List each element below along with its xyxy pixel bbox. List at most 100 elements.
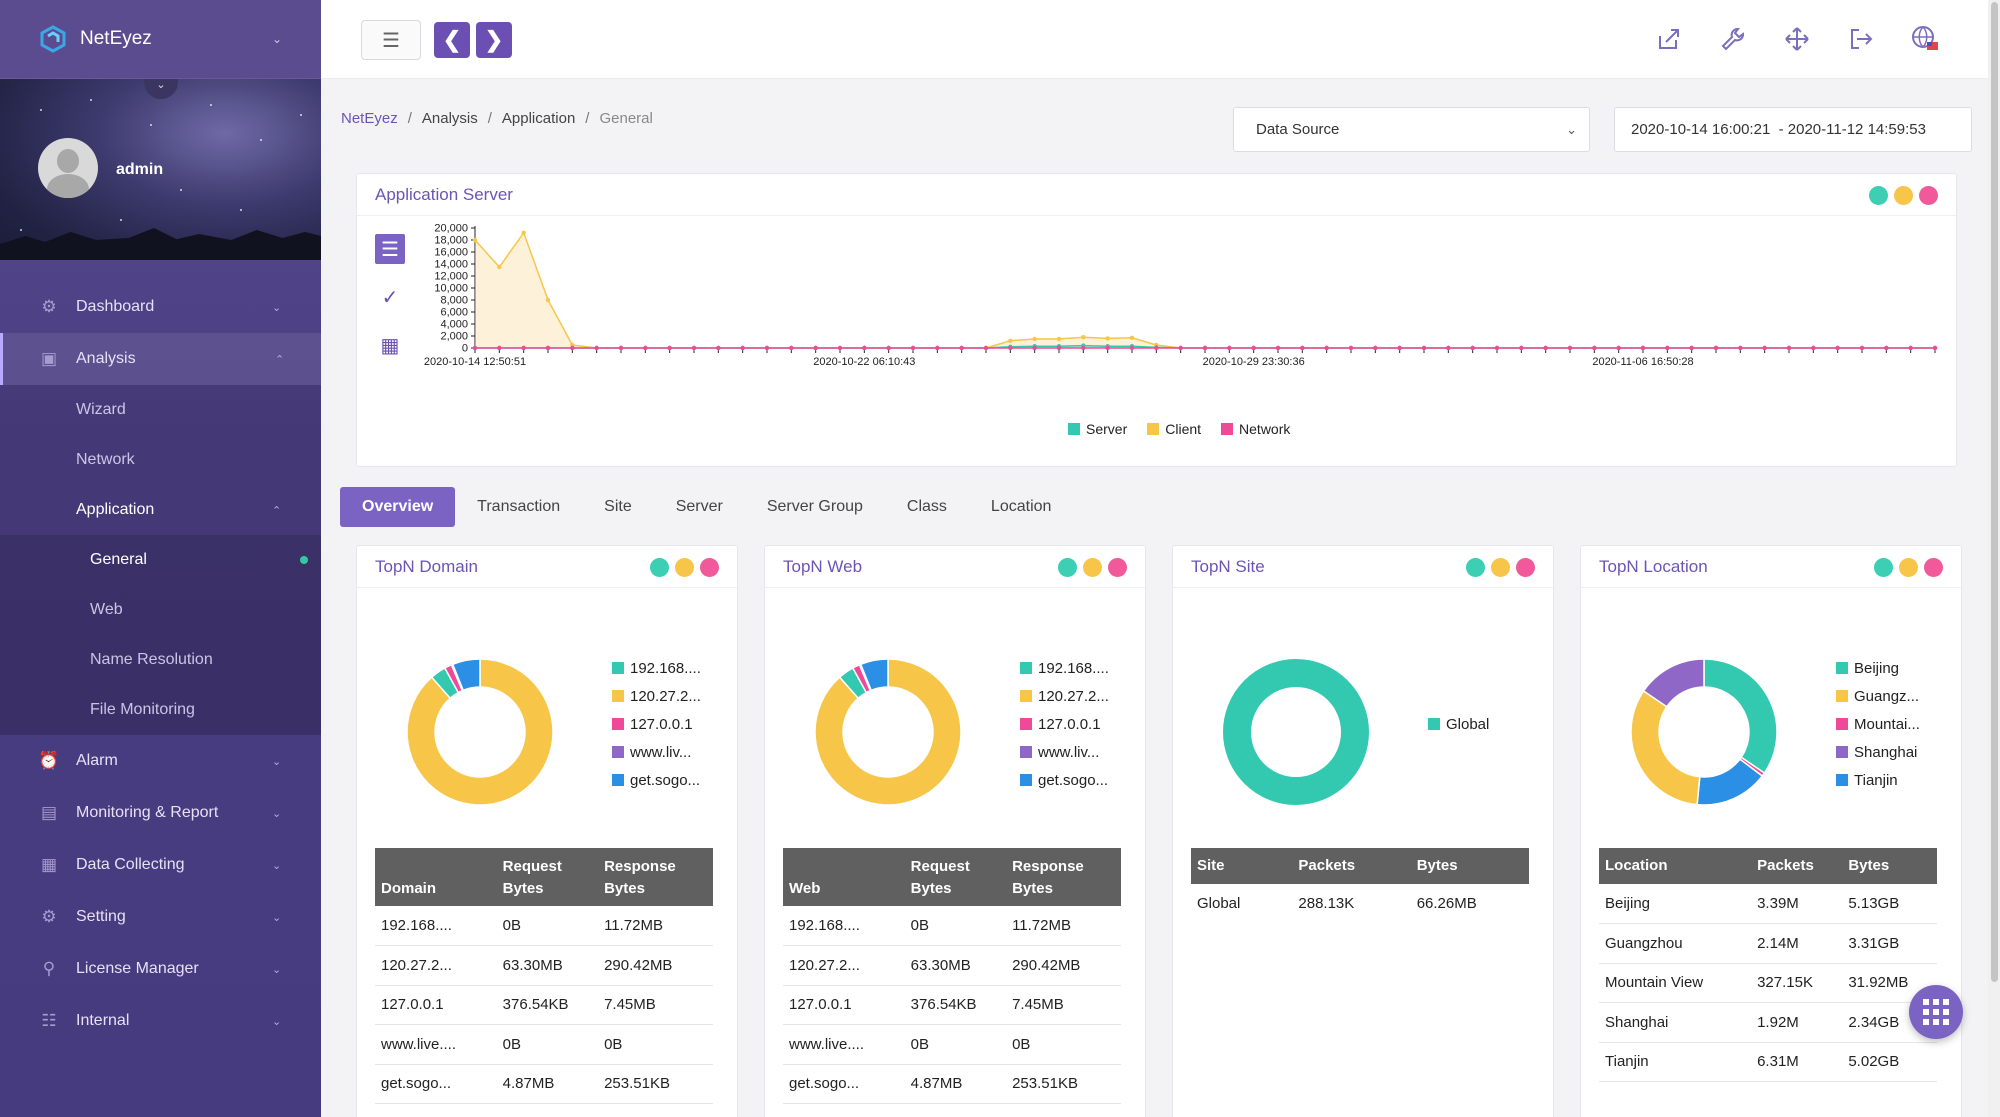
- breadcrumb-application-link[interactable]: Application: [501, 110, 576, 127]
- sidebar-item-file-monitoring[interactable]: File Monitoring: [0, 685, 321, 735]
- sidebar-item-application[interactable]: Application ⌃: [0, 485, 321, 535]
- menu-toggle-button[interactable]: ☰: [361, 20, 421, 60]
- column-header[interactable]: Location: [1599, 848, 1752, 884]
- column-header[interactable]: Bytes: [1842, 848, 1937, 884]
- sidebar-item-general[interactable]: General: [0, 535, 321, 585]
- table-row[interactable]: Beijing 3.39M 5.13GB: [1599, 884, 1937, 924]
- forward-button[interactable]: ❯: [476, 22, 512, 58]
- maximize-dot-icon[interactable]: [1894, 186, 1913, 205]
- legend-item[interactable]: get.sogo...: [1020, 766, 1109, 794]
- profile-toggle-icon[interactable]: ⌄: [144, 79, 178, 99]
- minimize-dot-icon[interactable]: [1874, 558, 1893, 577]
- language-globe-icon[interactable]: [1910, 24, 1940, 54]
- legend-item[interactable]: Mountai...: [1836, 710, 1920, 738]
- legend-item[interactable]: www.liv...: [1020, 738, 1109, 766]
- maximize-dot-icon[interactable]: [1491, 558, 1510, 577]
- minimize-dot-icon[interactable]: [1466, 558, 1485, 577]
- breadcrumb-analysis-link[interactable]: Analysis: [421, 110, 478, 127]
- logout-icon[interactable]: [1846, 24, 1876, 54]
- legend-item-network[interactable]: Network: [1221, 421, 1290, 437]
- legend-item[interactable]: Guangz...: [1836, 682, 1920, 710]
- table-row[interactable]: 120.27.2... 63.30MB 290.42MB: [783, 945, 1121, 986]
- chevron-down-icon[interactable]: ⌄: [272, 32, 283, 46]
- legend-item-client[interactable]: Client: [1147, 421, 1201, 437]
- sidebar-item-license-manager[interactable]: ⚲ License Manager ⌄: [0, 943, 321, 995]
- table-row[interactable]: Mountain View 327.15K 31.92MB: [1599, 963, 1937, 1003]
- minimize-dot-icon[interactable]: [650, 558, 669, 577]
- sidebar-item-monitoring-report[interactable]: ▤ Monitoring & Report ⌄: [0, 787, 321, 839]
- sidebar-item-dashboard[interactable]: ⚙ Dashboard ⌄: [0, 281, 321, 333]
- legend-item[interactable]: 192.168....: [612, 654, 701, 682]
- column-header[interactable]: Web: [783, 848, 905, 906]
- close-dot-icon[interactable]: [1924, 558, 1943, 577]
- legend-item[interactable]: 120.27.2...: [612, 682, 701, 710]
- legend-item[interactable]: 192.168....: [1020, 654, 1109, 682]
- table-row[interactable]: Guangzhou 2.14M 3.31GB: [1599, 923, 1937, 964]
- data-source-select[interactable]: Data Source ⌄: [1233, 107, 1590, 152]
- column-header[interactable]: Domain: [375, 848, 497, 906]
- close-dot-icon[interactable]: [700, 558, 719, 577]
- tab-server[interactable]: Server: [675, 498, 723, 515]
- table-row[interactable]: 192.168.... 0B 11.72MB: [783, 906, 1121, 946]
- column-header[interactable]: Response Bytes: [1006, 848, 1121, 906]
- legend-item[interactable]: 127.0.0.1: [612, 710, 701, 738]
- tab-overview[interactable]: Overview: [340, 487, 456, 527]
- wrench-icon[interactable]: [1718, 24, 1748, 54]
- column-header[interactable]: Response Bytes: [598, 848, 713, 906]
- legend-item[interactable]: 127.0.0.1: [1020, 710, 1109, 738]
- sidebar-item-name-resolution[interactable]: Name Resolution: [0, 635, 321, 685]
- share-icon[interactable]: [1654, 24, 1684, 54]
- barcode-icon[interactable]: ▦: [380, 334, 400, 357]
- legend-item[interactable]: Global: [1428, 710, 1489, 738]
- maximize-dot-icon[interactable]: [1083, 558, 1102, 577]
- close-dot-icon[interactable]: [1108, 558, 1127, 577]
- page-scrollbar[interactable]: [1988, 0, 2000, 1117]
- table-row[interactable]: www.live.... 0B 0B: [375, 1024, 713, 1065]
- sidebar-item-setting[interactable]: ⚙ Setting ⌄: [0, 891, 321, 943]
- check-circle-icon[interactable]: ✓: [381, 286, 399, 309]
- apps-grid-button[interactable]: [1909, 985, 1963, 1039]
- legend-item-server[interactable]: Server: [1068, 421, 1127, 437]
- move-icon[interactable]: [1782, 24, 1812, 54]
- breadcrumb-home-link[interactable]: NetEyez: [341, 110, 398, 127]
- sidebar-item-analysis[interactable]: ▣ Analysis ⌃: [0, 333, 321, 385]
- maximize-dot-icon[interactable]: [675, 558, 694, 577]
- tab-class[interactable]: Class: [906, 498, 947, 515]
- table-row[interactable]: www.live.... 0B 0B: [783, 1024, 1121, 1065]
- maximize-dot-icon[interactable]: [1899, 558, 1918, 577]
- table-row[interactable]: get.sogo... 4.87MB 253.51KB: [375, 1064, 713, 1104]
- avatar[interactable]: [38, 138, 98, 198]
- table-row[interactable]: 192.168.... 0B 11.72MB: [375, 906, 713, 946]
- column-header[interactable]: Packets: [1292, 848, 1411, 884]
- legend-item[interactable]: Shanghai: [1836, 738, 1920, 766]
- tab-server-group[interactable]: Server Group: [766, 498, 863, 515]
- legend-item[interactable]: Tianjin: [1836, 766, 1920, 794]
- column-header[interactable]: Site: [1191, 848, 1293, 884]
- date-range-input[interactable]: 2020-10-14 16:00:21 - 2020-11-12 14:59:5…: [1614, 107, 1972, 152]
- close-dot-icon[interactable]: [1919, 186, 1938, 205]
- sidebar-item-network[interactable]: Network: [0, 435, 321, 485]
- column-header[interactable]: Packets: [1751, 848, 1843, 884]
- legend-item[interactable]: www.liv...: [612, 738, 701, 766]
- column-header[interactable]: Request Bytes: [904, 848, 1007, 906]
- list-view-icon[interactable]: ☰: [375, 234, 405, 264]
- legend-item[interactable]: 120.27.2...: [1020, 682, 1109, 710]
- minimize-dot-icon[interactable]: [1869, 186, 1888, 205]
- table-row[interactable]: 127.0.0.1 376.54KB 7.45MB: [375, 985, 713, 1025]
- close-dot-icon[interactable]: [1516, 558, 1535, 577]
- tab-transaction[interactable]: Transaction: [477, 498, 561, 515]
- column-header[interactable]: Bytes: [1410, 848, 1529, 884]
- column-header[interactable]: Request Bytes: [496, 848, 599, 906]
- brand[interactable]: NetEyez ⌄: [0, 0, 321, 79]
- back-button[interactable]: ❮: [434, 22, 470, 58]
- table-row[interactable]: Tianjin 6.31M 5.02GB: [1599, 1042, 1937, 1082]
- tab-site[interactable]: Site: [604, 498, 632, 515]
- sidebar-item-data-collecting[interactable]: ▦ Data Collecting ⌄: [0, 839, 321, 891]
- legend-item[interactable]: Beijing: [1836, 654, 1920, 682]
- table-row[interactable]: get.sogo... 4.87MB 253.51KB: [783, 1064, 1121, 1104]
- table-row[interactable]: Shanghai 1.92M 2.34GB: [1599, 1002, 1937, 1043]
- table-row[interactable]: Global 288.13K 66.26MB: [1191, 884, 1529, 924]
- sidebar-item-web[interactable]: Web: [0, 585, 321, 635]
- table-row[interactable]: 120.27.2... 63.30MB 290.42MB: [375, 945, 713, 986]
- legend-item[interactable]: get.sogo...: [612, 766, 701, 794]
